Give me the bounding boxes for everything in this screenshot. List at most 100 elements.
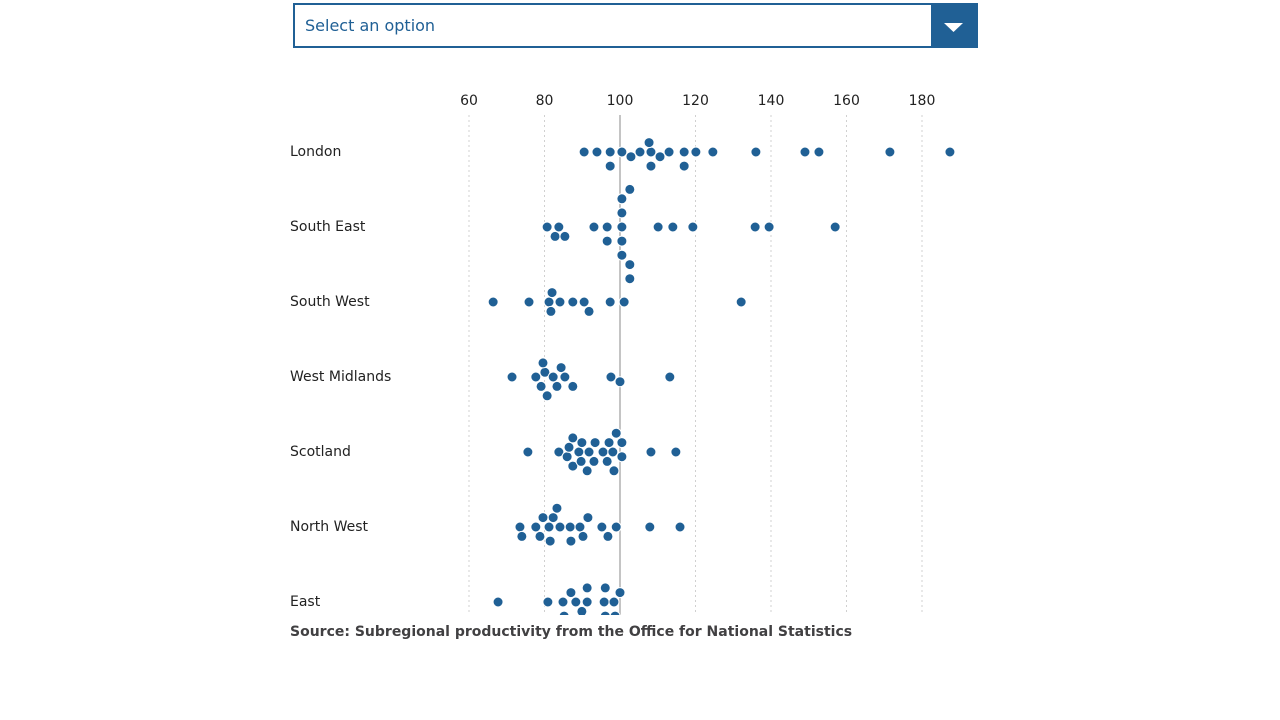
category-label: East xyxy=(290,594,321,610)
dot xyxy=(534,530,546,542)
dot xyxy=(605,371,617,383)
dot xyxy=(597,446,609,458)
dot xyxy=(582,512,594,524)
dot xyxy=(598,596,610,608)
dot xyxy=(616,193,628,205)
dot xyxy=(667,221,679,233)
x-tick-label: 120 xyxy=(682,93,709,109)
dot xyxy=(634,146,646,158)
dot xyxy=(578,146,590,158)
dot xyxy=(570,596,582,608)
dot xyxy=(561,451,573,463)
x-tick-label: 160 xyxy=(833,93,860,109)
dot xyxy=(567,460,579,472)
dot xyxy=(506,371,518,383)
category-label: South East xyxy=(290,219,366,235)
dot xyxy=(603,437,615,449)
dot xyxy=(813,146,825,158)
x-tick-label: 100 xyxy=(607,93,634,109)
dot xyxy=(645,160,657,172)
dropdown-placeholder: Select an option xyxy=(305,16,436,35)
x-tick-label: 140 xyxy=(758,93,785,109)
dot xyxy=(601,221,613,233)
dot xyxy=(602,530,614,542)
dot xyxy=(604,296,616,308)
dot xyxy=(559,230,571,242)
source: Source: Subregional productivity from th… xyxy=(290,624,852,640)
dot xyxy=(601,235,613,247)
dot xyxy=(643,137,655,149)
dot xyxy=(553,221,565,233)
dot xyxy=(674,521,686,533)
dot xyxy=(551,502,563,514)
dot xyxy=(541,221,553,233)
dot xyxy=(583,446,595,458)
dot xyxy=(616,146,628,158)
dot xyxy=(574,521,586,533)
category-label: South West xyxy=(290,294,370,310)
dot xyxy=(618,296,630,308)
dot xyxy=(664,371,676,383)
dot xyxy=(588,221,600,233)
dot xyxy=(554,521,566,533)
dot xyxy=(624,183,636,195)
dot xyxy=(541,390,553,402)
dot xyxy=(589,437,601,449)
dot xyxy=(614,376,626,388)
dot xyxy=(884,146,896,158)
dot xyxy=(616,235,628,247)
x-tick-label: 80 xyxy=(536,93,554,109)
dot xyxy=(608,596,620,608)
dot xyxy=(565,587,577,599)
dot xyxy=(829,221,841,233)
dot xyxy=(487,296,499,308)
category-label: West Midlands xyxy=(290,369,391,385)
dot xyxy=(678,160,690,172)
dropdown[interactable]: Select an option xyxy=(293,3,978,48)
dot xyxy=(763,221,775,233)
dot xyxy=(530,521,542,533)
dot xyxy=(601,455,613,467)
dot xyxy=(577,530,589,542)
dot xyxy=(547,512,559,524)
dot xyxy=(514,521,526,533)
dot xyxy=(558,610,570,615)
dot xyxy=(616,249,628,261)
dot xyxy=(610,427,622,439)
dropdown-arrow[interactable] xyxy=(931,5,976,46)
dot xyxy=(750,146,762,158)
dot xyxy=(687,221,699,233)
dot xyxy=(608,465,620,477)
dot xyxy=(624,273,636,285)
dot xyxy=(624,259,636,271)
dot xyxy=(654,151,666,163)
dot xyxy=(573,446,585,458)
dot xyxy=(799,146,811,158)
dot xyxy=(616,437,628,449)
dot xyxy=(553,446,565,458)
dot xyxy=(549,230,561,242)
dot xyxy=(581,465,593,477)
dot xyxy=(614,587,626,599)
dot xyxy=(555,362,567,374)
dot xyxy=(749,221,761,233)
dot xyxy=(516,530,528,542)
dot xyxy=(492,596,504,608)
dot xyxy=(588,455,600,467)
dot xyxy=(567,296,579,308)
dot xyxy=(591,146,603,158)
dot xyxy=(599,610,611,615)
dot xyxy=(652,221,664,233)
dot xyxy=(607,446,619,458)
dot xyxy=(645,146,657,158)
dot xyxy=(625,151,637,163)
dot xyxy=(616,451,628,463)
dot xyxy=(563,441,575,453)
dot xyxy=(537,512,549,524)
dot xyxy=(547,371,559,383)
dot xyxy=(564,521,576,533)
dot xyxy=(543,296,555,308)
dot xyxy=(609,610,621,615)
dot xyxy=(678,146,690,158)
